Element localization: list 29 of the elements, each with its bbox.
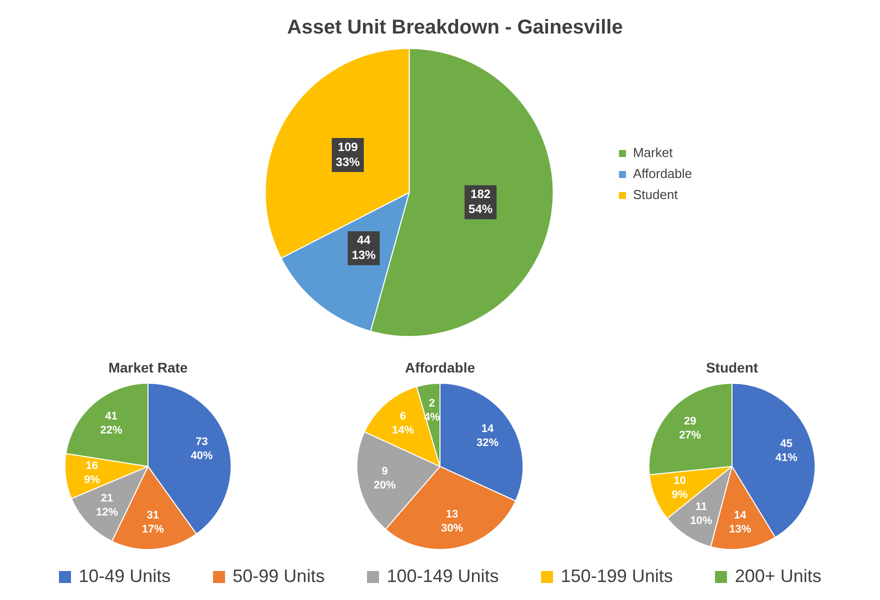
data-label: 73 40% xyxy=(190,436,214,462)
legend-label: 150-199 Units xyxy=(560,566,673,587)
data-label: 11 10% xyxy=(690,500,712,527)
data-label: 14 13% xyxy=(729,509,752,536)
chart-title: Student xyxy=(706,359,758,376)
data-label: 182 54% xyxy=(468,187,493,216)
legend-label: Affordable xyxy=(632,166,692,182)
data-label: 31 17% xyxy=(142,510,164,536)
data-label: 45 41% xyxy=(775,438,798,464)
legend-label: 200+ Units xyxy=(734,566,822,587)
data-label: 109 33% xyxy=(336,140,360,169)
legend-label: 50-99 Units xyxy=(232,566,325,587)
chart-title: Asset Unit Breakdown - Gainesville xyxy=(287,16,623,39)
data-label: 16 9% xyxy=(84,460,100,486)
data-label: 41 22% xyxy=(100,410,122,436)
chart-title: Affordable xyxy=(405,359,476,376)
chart-title: Market Rate xyxy=(108,359,188,376)
data-label: 44 13% xyxy=(352,233,376,262)
data-label: 10 9% xyxy=(672,474,688,501)
data-label: 9 20% xyxy=(374,465,396,492)
legend-label: 100-149 Units xyxy=(386,566,499,587)
data-label: 29 27% xyxy=(679,416,702,442)
data-label: 6 14% xyxy=(392,410,414,437)
data-label: 21 12% xyxy=(96,492,118,518)
data-label: 14 32% xyxy=(476,422,499,449)
legend-label: 10-49 Units xyxy=(78,566,171,587)
legend-label: Market xyxy=(632,145,674,160)
data-label: 13 30% xyxy=(440,508,464,535)
legend-label: Student xyxy=(632,187,678,202)
